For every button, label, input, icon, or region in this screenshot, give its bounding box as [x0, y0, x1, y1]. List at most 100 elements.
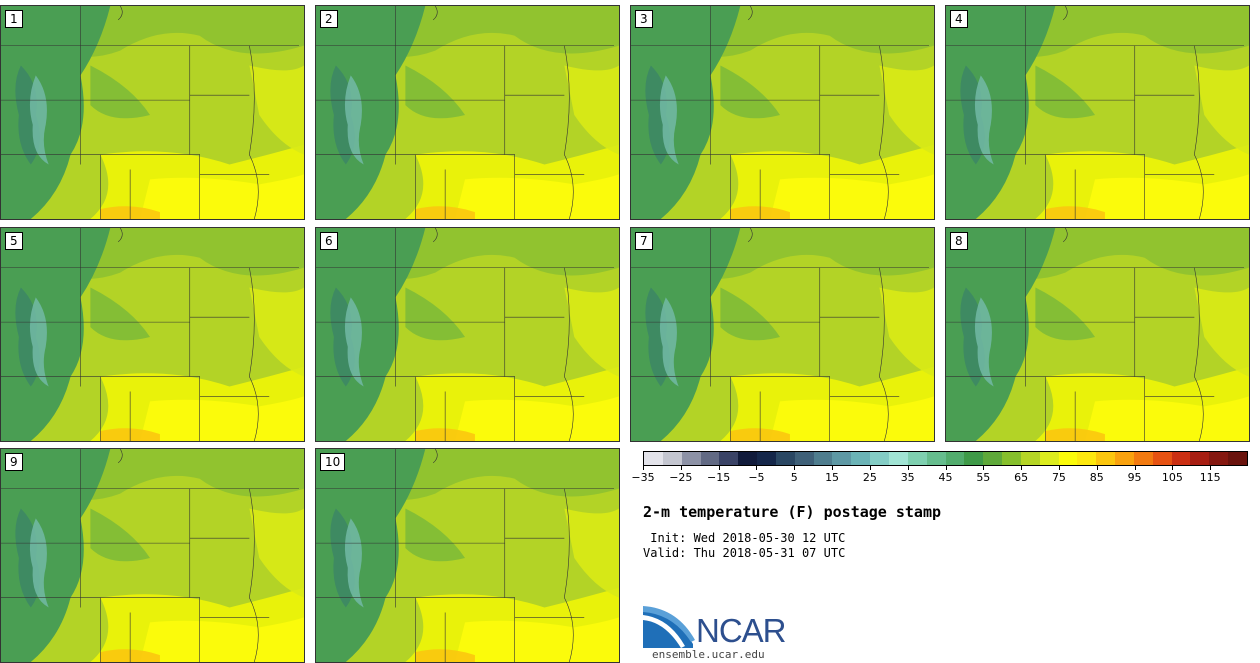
colorbar-swatch	[1077, 452, 1097, 465]
colorbar-tick	[1210, 466, 1212, 470]
colorbar-swatch	[1115, 452, 1134, 465]
colorbar-swatch	[983, 452, 1003, 465]
figure-title: 2-m temperature (F) postage stamp	[643, 503, 942, 521]
valid-time: Valid: Thu 2018-05-31 07 UTC	[643, 546, 846, 560]
temperature-map	[316, 228, 619, 441]
panel-label: 1	[5, 10, 23, 28]
stamp-panel-5: 5	[0, 227, 305, 442]
temperature-map	[1, 6, 304, 219]
colorbar-tick	[832, 466, 834, 470]
colorbar-ticks: −35 −25 −15 −5 5 15 25 35 45 55 65 75 85 95 105 115	[631, 466, 1248, 490]
colorbar-tick-label: 5	[790, 471, 798, 484]
colorbar-swatch	[832, 452, 852, 465]
colorbar-swatch	[1228, 452, 1247, 465]
temperature-map	[631, 228, 934, 441]
stamp-panel-3: 3	[630, 5, 935, 220]
colorbar-tick	[1058, 466, 1060, 470]
colorbar-tick-label: 25	[862, 471, 877, 484]
colorbar-swatch	[738, 452, 758, 465]
ncar-logo-text: NCAR	[696, 612, 787, 649]
colorbar-swatch	[757, 452, 776, 465]
init-time: Init: Wed 2018-05-30 12 UTC	[643, 531, 846, 545]
panel-label: 9	[5, 453, 23, 471]
panel-label: 2	[320, 10, 338, 28]
colorbar-tick	[643, 466, 644, 470]
colorbar-swatch	[964, 452, 984, 465]
colorbar-tick	[869, 466, 871, 470]
colorbar-swatch	[681, 452, 701, 465]
colorbar-tick-label: 45	[938, 471, 953, 484]
colorbar-tick	[983, 466, 985, 470]
temperature-map	[316, 6, 619, 219]
colorbar-swatch	[775, 452, 795, 465]
temperature-map	[1, 449, 304, 662]
colorbar-swatch	[719, 452, 739, 465]
colorbar-tick-label: −25	[669, 471, 693, 484]
colorbar-tick	[1096, 466, 1098, 470]
colorbar-tick-label: −5	[748, 471, 765, 484]
panel-label: 8	[950, 232, 968, 250]
colorbar-swatch	[1058, 452, 1078, 465]
colorbar-tick-label: 85	[1089, 471, 1104, 484]
colorbar-tick-label: 115	[1199, 471, 1221, 484]
stamp-panel-8: 8	[945, 227, 1250, 442]
colorbar-tick	[945, 466, 947, 470]
colorbar-swatch	[1209, 452, 1229, 465]
panel-label: 3	[635, 10, 653, 28]
colorbar-swatch	[888, 452, 908, 465]
stamp-panel-10: 10	[315, 448, 620, 663]
colorbar-swatch	[662, 452, 682, 465]
colorbar-swatch	[813, 452, 833, 465]
colorbar-swatch	[1171, 452, 1191, 465]
colorbar-tick-label: 35	[900, 471, 915, 484]
colorbar-tick	[1021, 466, 1023, 470]
temperature-map	[946, 228, 1249, 441]
temperature-map	[946, 6, 1249, 219]
colorbar-tick-label: 15	[825, 471, 840, 484]
colorbar-swatch	[644, 452, 663, 465]
stamp-panel-2: 2	[315, 5, 620, 220]
colorbar-tick	[1172, 466, 1174, 470]
colorbar-swatch	[926, 452, 946, 465]
colorbar-swatch	[700, 452, 720, 465]
stamp-panel-6: 6	[315, 227, 620, 442]
stamp-panel-7: 7	[630, 227, 935, 442]
stamp-panel-1: 1	[0, 5, 305, 220]
panel-label: 4	[950, 10, 968, 28]
panel-label: 7	[635, 232, 653, 250]
colorbar-swatch	[1096, 452, 1116, 465]
colorbar-tick-label: 105	[1161, 471, 1183, 484]
temperature-map	[1, 228, 304, 441]
colorbar-tick-label: 55	[976, 471, 991, 484]
colorbar-tick-label: 65	[1014, 471, 1029, 484]
panel-label: 6	[320, 232, 338, 250]
colorbar-swatch	[1152, 452, 1172, 465]
colorbar-tick	[718, 466, 720, 470]
colorbar-swatch	[945, 452, 965, 465]
stamp-panel-4: 4	[945, 5, 1250, 220]
ncar-url: ensemble.ucar.edu	[652, 648, 765, 661]
colorbar-swatch	[851, 452, 871, 465]
colorbar-tick-label: 95	[1127, 471, 1142, 484]
colorbar	[643, 451, 1248, 466]
colorbar-swatch	[1133, 452, 1153, 465]
colorbar-swatch	[1002, 452, 1021, 465]
colorbar-tick	[756, 466, 758, 470]
colorbar-swatch	[1190, 452, 1210, 465]
colorbar-tick	[1134, 466, 1136, 470]
colorbar-swatch	[907, 452, 927, 465]
panel-label: 10	[320, 453, 346, 471]
colorbar-swatch	[794, 452, 814, 465]
temperature-map	[631, 6, 934, 219]
colorbar-swatch	[1039, 452, 1059, 465]
colorbar-tick	[680, 466, 682, 470]
colorbar-tick	[794, 466, 796, 470]
stamp-panel-9: 9	[0, 448, 305, 663]
colorbar-swatch	[1020, 452, 1040, 465]
ncar-swoosh-icon	[643, 606, 695, 648]
colorbar-swatch	[870, 452, 889, 465]
colorbar-tick	[907, 466, 909, 470]
colorbar-tick-label: −35	[631, 471, 655, 484]
temperature-map	[316, 449, 619, 662]
panel-label: 5	[5, 232, 23, 250]
